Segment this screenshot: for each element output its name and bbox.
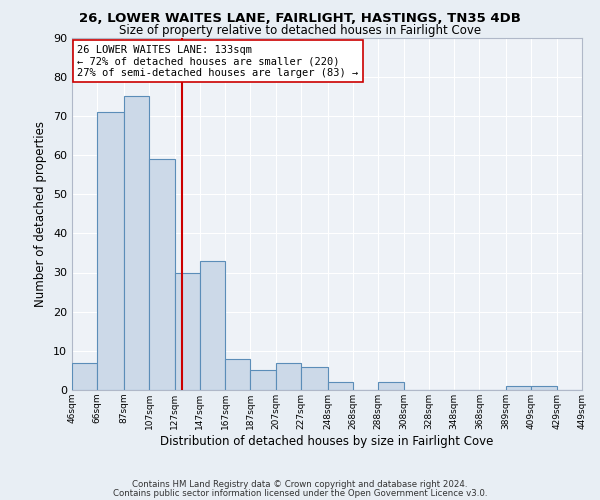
Bar <box>378 382 404 390</box>
Text: 26 LOWER WAITES LANE: 133sqm
← 72% of detached houses are smaller (220)
27% of s: 26 LOWER WAITES LANE: 133sqm ← 72% of de… <box>77 44 358 78</box>
Bar <box>149 159 175 390</box>
Bar <box>532 386 557 390</box>
Text: Contains HM Land Registry data © Crown copyright and database right 2024.: Contains HM Land Registry data © Crown c… <box>132 480 468 489</box>
Text: Size of property relative to detached houses in Fairlight Cove: Size of property relative to detached ho… <box>119 24 481 37</box>
Bar <box>506 386 532 390</box>
Y-axis label: Number of detached properties: Number of detached properties <box>34 120 47 306</box>
Text: Contains public sector information licensed under the Open Government Licence v3: Contains public sector information licen… <box>113 488 487 498</box>
Bar <box>225 358 250 390</box>
Bar <box>276 362 301 390</box>
Bar <box>250 370 276 390</box>
X-axis label: Distribution of detached houses by size in Fairlight Cove: Distribution of detached houses by size … <box>160 434 494 448</box>
Bar <box>328 382 353 390</box>
Bar <box>72 362 97 390</box>
Bar <box>97 112 124 390</box>
Bar <box>175 272 200 390</box>
Bar <box>200 261 225 390</box>
Bar <box>124 96 149 390</box>
Bar <box>301 366 328 390</box>
Text: 26, LOWER WAITES LANE, FAIRLIGHT, HASTINGS, TN35 4DB: 26, LOWER WAITES LANE, FAIRLIGHT, HASTIN… <box>79 12 521 26</box>
